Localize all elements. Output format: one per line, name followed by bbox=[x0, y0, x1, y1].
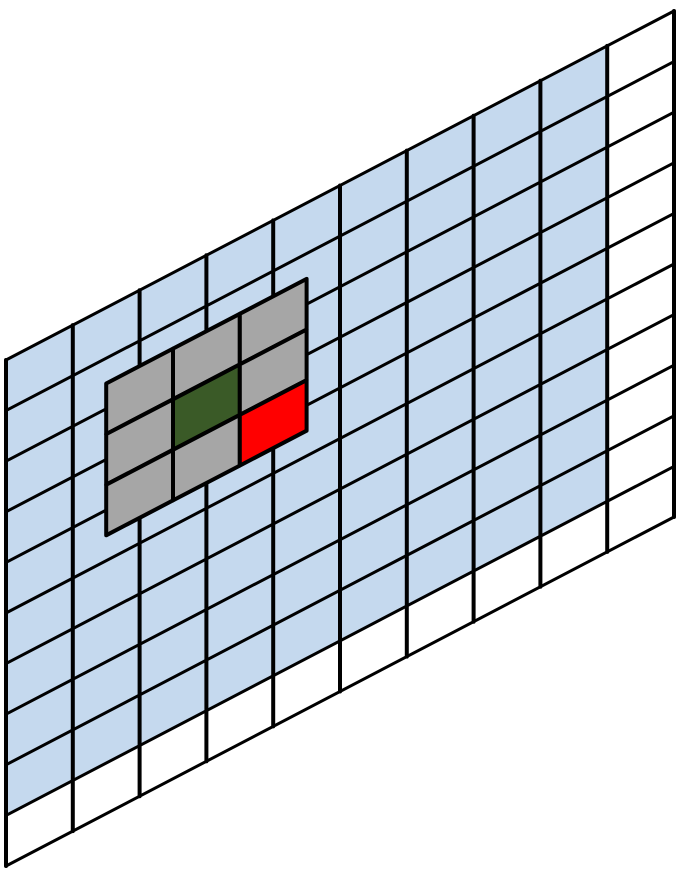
grid-cell-shaded bbox=[540, 450, 608, 537]
grid-cell-shaded bbox=[206, 625, 274, 711]
grid-cell-shaded bbox=[406, 419, 474, 505]
grid-cell-shaded bbox=[72, 290, 140, 376]
grid-row-line bbox=[4, 515, 676, 868]
grid-cell-shaded bbox=[6, 578, 73, 664]
grid-cell-shaded bbox=[6, 679, 73, 765]
grid-cell-shaded bbox=[273, 489, 340, 575]
grid-cell-shaded bbox=[6, 628, 73, 715]
grid-row-line bbox=[4, 464, 676, 817]
grid-cell-shaded bbox=[6, 527, 73, 613]
grid-cell-shaded bbox=[139, 255, 207, 341]
grid-cell-shaded bbox=[273, 438, 340, 524]
grid-cell-empty bbox=[406, 571, 474, 657]
grid-cell-shaded bbox=[273, 185, 340, 271]
grid-cell-shaded bbox=[473, 131, 541, 217]
grid-cell-shaded bbox=[139, 660, 207, 746]
grid-cell-shaded bbox=[473, 80, 541, 167]
grid-cell-shaded bbox=[139, 609, 207, 695]
grid-cell-shaded bbox=[340, 353, 407, 439]
grid-cell-shaded bbox=[540, 96, 608, 182]
kernel-highlight-cell bbox=[237, 378, 309, 468]
grid-cell-empty bbox=[72, 745, 140, 832]
grid-cell-shaded bbox=[340, 555, 407, 641]
grid-cell-shaded bbox=[340, 302, 407, 388]
grid-cell-empty bbox=[473, 536, 541, 622]
grid-cell-empty bbox=[607, 264, 674, 350]
grid-cell-shaded bbox=[406, 267, 474, 353]
grid-cell-shaded bbox=[473, 384, 541, 470]
grid-row-line bbox=[4, 414, 676, 767]
grid-row-line bbox=[4, 9, 676, 362]
grid-cell-shaded bbox=[72, 543, 140, 629]
grid-cell-shaded bbox=[72, 695, 140, 781]
grid-cell-shaded bbox=[540, 400, 608, 486]
grid-cell-shaded bbox=[6, 375, 73, 462]
grid-cell-empty bbox=[6, 780, 73, 866]
grid-cell-shaded bbox=[340, 403, 407, 490]
grid-row-line bbox=[4, 313, 676, 666]
grid-cell-shaded bbox=[206, 574, 274, 661]
grid-cell-shaded bbox=[6, 426, 73, 512]
grid-cell-shaded bbox=[6, 476, 73, 563]
grid-cell-shaded bbox=[473, 333, 541, 420]
grid-cell-shaded bbox=[473, 485, 541, 572]
grid-cell-empty bbox=[607, 112, 674, 198]
grid-cell-shaded bbox=[540, 197, 608, 284]
grid-cell-empty bbox=[340, 606, 407, 692]
grid-cell-shaded bbox=[340, 251, 407, 338]
grid-cell-shaded bbox=[406, 216, 474, 303]
grid-cell-shaded bbox=[72, 644, 140, 730]
grid-cell-shaded bbox=[6, 325, 73, 411]
grid-cell-shaded bbox=[473, 182, 541, 268]
grid-cell-shaded bbox=[406, 115, 474, 202]
grid-cell-shaded bbox=[273, 539, 340, 626]
grid-cell-shaded bbox=[340, 201, 407, 287]
grid-cell-shaded bbox=[139, 508, 207, 594]
grid-cell-empty bbox=[607, 466, 674, 552]
grid-cell-shaded bbox=[72, 593, 140, 680]
grid-cell-shaded bbox=[6, 729, 73, 816]
grid-cell-empty bbox=[607, 415, 674, 502]
grid-cell-shaded bbox=[340, 150, 407, 237]
grid-cell-shaded bbox=[540, 349, 608, 435]
grid-cell-shaded bbox=[206, 473, 274, 559]
grid-cell-shaded bbox=[473, 232, 541, 319]
grid-cell-shaded bbox=[206, 524, 274, 610]
grid-cell-empty bbox=[607, 11, 674, 97]
grid-cell-shaded bbox=[406, 368, 474, 455]
grid-cell-shaded bbox=[473, 283, 541, 369]
grid-cell-shaded bbox=[473, 435, 541, 521]
grid-cell-shaded bbox=[540, 147, 608, 233]
grid-cell-shaded bbox=[540, 248, 608, 334]
grid-row-line bbox=[4, 60, 676, 413]
grid-cell-empty bbox=[139, 710, 207, 797]
grid-cell-empty bbox=[607, 61, 674, 148]
grid-cell-shaded bbox=[406, 520, 474, 606]
grid-cell-empty bbox=[607, 162, 674, 249]
grid-cell-shaded bbox=[340, 454, 407, 540]
grid-cell-shaded bbox=[540, 298, 608, 385]
grid-cell-shaded bbox=[406, 469, 474, 556]
grid-cell-shaded bbox=[406, 318, 474, 404]
grid-cell-shaded bbox=[406, 166, 474, 252]
grid-cell-empty bbox=[273, 640, 340, 727]
grid-cell-shaded bbox=[273, 590, 340, 676]
grid-row-line bbox=[4, 363, 676, 716]
grid-cell-empty bbox=[607, 213, 674, 299]
grid-cell-empty bbox=[607, 314, 674, 401]
grid-cell-empty bbox=[206, 675, 274, 762]
grid-cell-shaded bbox=[340, 504, 407, 591]
grid-cell-shaded bbox=[206, 220, 274, 306]
grid-cell-shaded bbox=[540, 45, 608, 132]
grid-cell-empty bbox=[607, 365, 674, 451]
grid-cell-shaded bbox=[139, 558, 207, 645]
grid-row-line bbox=[4, 262, 676, 615]
grid-cell-empty bbox=[540, 501, 608, 587]
